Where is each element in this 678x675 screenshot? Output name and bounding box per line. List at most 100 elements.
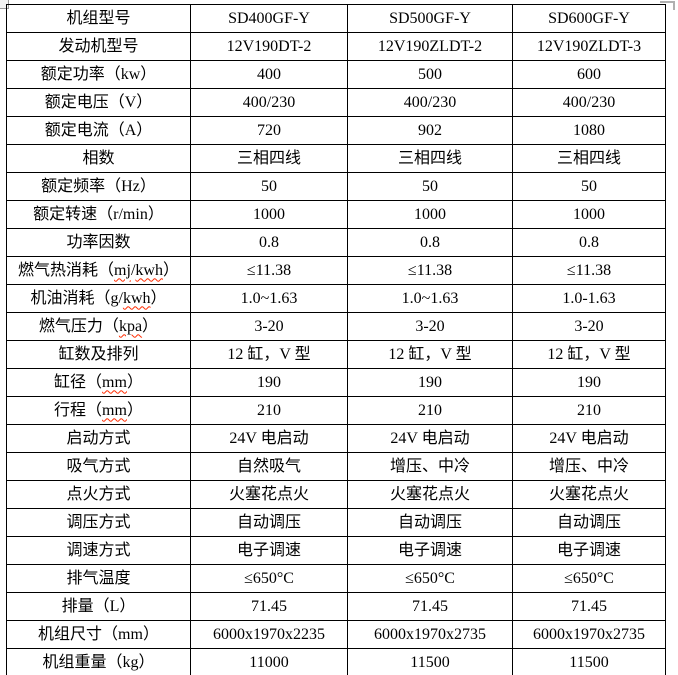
spec-label: 缸数及排列 — [6, 340, 191, 369]
spec-value: 12V190ZLDT-3 — [512, 32, 666, 61]
spec-value: 12V190ZLDT-2 — [347, 32, 513, 61]
label-text: / — [130, 261, 136, 279]
table-row: 缸数及排列 12 缸，V 型 12 缸，V 型 12 缸，V 型 — [6, 340, 666, 369]
spec-value: 3-20 — [190, 312, 348, 341]
label-text: ） — [126, 373, 143, 391]
spec-value: 0.8 — [347, 228, 513, 257]
table-row: 启动方式 24V 电启动 24V 电启动 24V 电启动 — [6, 424, 666, 453]
spec-value: 6000x1970x2735 — [347, 620, 513, 649]
table-corner-mark-icon — [660, 1, 675, 10]
spec-value: 自动调压 — [512, 508, 666, 537]
table-row: 功率因数 0.8 0.8 0.8 — [6, 228, 666, 257]
spec-value: 0.8 — [190, 228, 348, 257]
spec-value: 11500 — [512, 648, 666, 675]
table-row: 发动机型号 12V190DT-2 12V190ZLDT-2 12V190ZLDT-3 — [6, 32, 666, 61]
label-text: ） — [142, 317, 159, 335]
spec-label: 排量（L） — [6, 592, 191, 621]
spec-value: 902 — [347, 116, 513, 145]
spec-label: 发动机型号 — [6, 32, 191, 61]
spec-value: 12V190DT-2 — [190, 32, 348, 61]
spec-value: 400 — [190, 60, 348, 89]
spec-value: 50 — [190, 172, 348, 201]
spec-value: 500 — [347, 60, 513, 89]
spec-value: 1.0~1.63 — [347, 284, 513, 313]
label-text: 机油消耗（g/ — [30, 289, 123, 307]
spellcheck-flagged-text: mm — [102, 373, 127, 391]
label-text: 缸径（ — [54, 373, 103, 391]
table-row: 机组型号 SD400GF-Y SD500GF-Y SD600GF-Y — [6, 4, 666, 33]
spec-value: 3-20 — [347, 312, 513, 341]
spec-label: 额定转速（r/min） — [6, 200, 191, 229]
spec-value: 电子调速 — [190, 536, 348, 565]
spec-value: 自然吸气 — [190, 452, 348, 481]
spellcheck-flagged-text: kwh — [135, 261, 163, 279]
spec-value: 火塞花点火 — [190, 480, 348, 509]
spec-value: 400/230 — [512, 88, 666, 117]
spellcheck-flagged-text: kwh — [122, 289, 151, 307]
spec-label: 机组型号 — [6, 4, 191, 33]
spec-label: 点火方式 — [6, 480, 191, 509]
spec-value: ≤11.38 — [347, 256, 513, 285]
table-row: 机油消耗（g/kwh） 1.0~1.63 1.0~1.63 1.0-1.63 — [6, 284, 666, 313]
table-row: 相数 三相四线 三相四线 三相四线 — [6, 144, 666, 173]
spec-value: ≤11.38 — [512, 256, 666, 285]
spec-label: 相数 — [6, 144, 191, 173]
spellcheck-flagged-text: kpa — [118, 317, 143, 335]
spec-value: 190 — [347, 368, 513, 397]
spec-value: 210 — [347, 396, 513, 425]
spec-value: 71.45 — [347, 592, 513, 621]
spec-value: 1000 — [190, 200, 348, 229]
spec-label: 排气温度 — [6, 564, 191, 593]
spec-value: SD400GF-Y — [190, 4, 348, 33]
spec-value: 电子调速 — [347, 536, 513, 565]
spec-label: 燃气压力（kpa） — [6, 312, 191, 341]
spec-value: 三相四线 — [512, 144, 666, 173]
spec-value: 0.8 — [512, 228, 666, 257]
spec-value: 50 — [347, 172, 513, 201]
table-row: 机组重量（kg） 11000 11500 11500 — [6, 648, 666, 675]
table-row: 排量（L） 71.45 71.45 71.45 — [6, 592, 666, 621]
generator-spec-table: 机组型号 SD400GF-Y SD500GF-Y SD600GF-Y 发动机型号 12V1… — [6, 4, 666, 675]
table-row: 额定频率（Hz） 50 50 50 — [6, 172, 666, 201]
spec-label: 燃气热消耗（mj/kwh） — [6, 256, 191, 285]
spec-label: 机油消耗（g/kwh） — [6, 284, 191, 313]
spec-value: 三相四线 — [190, 144, 348, 173]
table-row: 吸气方式 自然吸气 增压、中冷 增压、中冷 — [6, 452, 666, 481]
spec-value: 720 — [190, 116, 348, 145]
spec-value: 增压、中冷 — [512, 452, 666, 481]
spec-value: 自动调压 — [190, 508, 348, 537]
spec-value: 190 — [190, 368, 348, 397]
spec-value: SD500GF-Y — [347, 4, 513, 33]
spec-value: 12 缸，V 型 — [190, 340, 348, 369]
spec-value: 71.45 — [512, 592, 666, 621]
table-row: 调速方式 电子调速 电子调速 电子调速 — [6, 536, 666, 565]
spec-label: 机组尺寸（mm） — [6, 620, 191, 649]
spec-value: 电子调速 — [512, 536, 666, 565]
spec-value: 24V 电启动 — [347, 424, 513, 453]
table-row: 点火方式 火塞花点火 火塞花点火 火塞花点火 — [6, 480, 666, 509]
spec-value: 11000 — [190, 648, 348, 675]
spec-label: 缸径（mm） — [6, 368, 191, 397]
table-row: 机组尺寸（mm） 6000x1970x2235 6000x1970x2735 6000… — [6, 620, 666, 649]
spec-value: 6000x1970x2235 — [190, 620, 348, 649]
spec-value: 1.0~1.63 — [190, 284, 348, 313]
spec-value: 火塞花点火 — [512, 480, 666, 509]
table-row: 调压方式 自动调压 自动调压 自动调压 — [6, 508, 666, 537]
spec-value: ≤650°C — [512, 564, 666, 593]
spec-value: ≤650°C — [347, 564, 513, 593]
table-row: 排气温度 ≤650°C ≤650°C ≤650°C — [6, 564, 666, 593]
table-row: 额定电压（V） 400/230 400/230 400/230 — [6, 88, 666, 117]
spec-value: 1000 — [347, 200, 513, 229]
table-row: 行程（mm） 210 210 210 — [6, 396, 666, 425]
spec-value: 1.0-1.63 — [512, 284, 666, 313]
spec-value: 11500 — [347, 648, 513, 675]
table-row: 额定功率（kw） 400 500 600 — [6, 60, 666, 89]
spec-value: ≤650°C — [190, 564, 348, 593]
label-text: 行程（ — [54, 401, 103, 419]
spec-value: 1000 — [512, 200, 666, 229]
spec-value: 190 — [512, 368, 666, 397]
spec-label: 调压方式 — [6, 508, 191, 537]
spec-label: 机组重量（kg） — [6, 648, 191, 675]
spec-value: ≤11.38 — [190, 256, 348, 285]
